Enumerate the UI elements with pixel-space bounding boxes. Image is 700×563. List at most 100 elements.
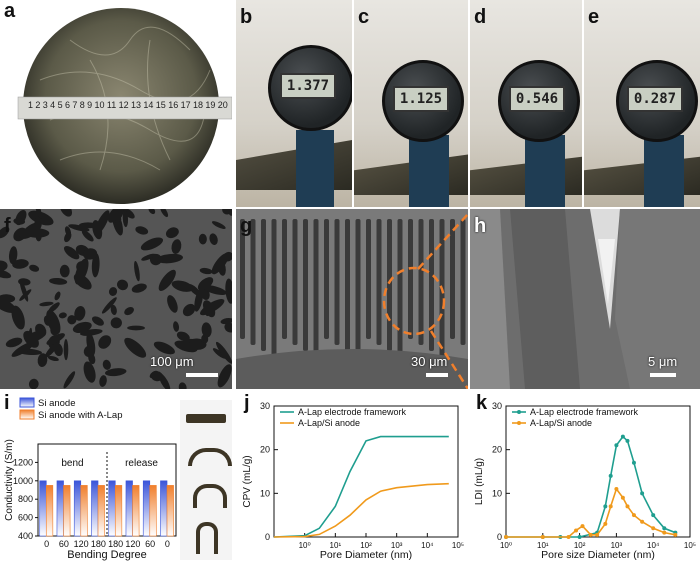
channel <box>324 219 329 339</box>
x-tick-label: 10⁰ <box>500 541 512 550</box>
pore <box>217 364 232 388</box>
pore <box>59 264 70 278</box>
x-tick-label: 60 <box>59 539 69 549</box>
electrode-disc-photo <box>17 8 232 204</box>
electrode-edge <box>236 140 352 190</box>
y-tick-label: 20 <box>260 445 270 455</box>
panel-label-j: j <box>244 392 250 414</box>
y-tick-label: 0 <box>265 532 270 542</box>
series-line <box>273 435 449 538</box>
x-axis-label: Pore Diameter (nm) <box>320 549 412 561</box>
bar <box>39 480 47 537</box>
bar <box>45 485 54 537</box>
sem-image-closeup <box>470 209 700 389</box>
x-tick-label: 10³ <box>611 541 623 550</box>
pore <box>63 371 76 389</box>
pore <box>46 333 65 345</box>
pore <box>82 248 98 260</box>
bending-photos <box>180 400 232 560</box>
ruler-tick: 15 <box>155 100 166 110</box>
pore <box>127 325 145 331</box>
channel <box>334 219 340 345</box>
ruler-tick: 18 <box>192 100 203 110</box>
pore <box>72 321 92 334</box>
panel-f: 100 μm f <box>0 209 232 389</box>
caliper-stand <box>525 135 565 207</box>
bar <box>80 485 88 537</box>
ruler-tick: 2 <box>35 100 41 110</box>
channel <box>376 219 382 345</box>
pore <box>135 226 149 235</box>
x-axis-label: Bending Degree <box>67 549 147 561</box>
x-tick-label: 10⁴ <box>421 541 434 550</box>
x-tick-label: 180 <box>108 539 123 549</box>
pore <box>5 337 23 348</box>
y-tick-label: 1200 <box>13 457 33 467</box>
pore <box>48 302 60 313</box>
x-tick-label: 120 <box>125 539 140 549</box>
pore <box>153 341 175 355</box>
pore <box>202 300 216 318</box>
ruler-tick: 5 <box>57 100 63 110</box>
bar <box>160 480 168 537</box>
pore <box>197 277 214 291</box>
bar <box>73 480 82 537</box>
pore <box>28 378 39 389</box>
bar <box>125 480 133 537</box>
plot-frame <box>37 443 177 537</box>
sem-image-porous <box>0 209 232 389</box>
caliper-stand <box>296 130 334 207</box>
pore <box>165 227 179 239</box>
ruler-ticks: 1 2 3 4 5 6 7 8 9 10 11 12 13 14 15 16 1… <box>28 100 228 116</box>
scale-bar <box>426 373 448 377</box>
bar <box>108 480 116 537</box>
cpv-line-chart: 0 10 20 30 10⁰ 10¹ 10² 10³ 10⁴ 10⁵ A-Lap electrode… <box>242 401 464 561</box>
ruler-tick: 17 <box>180 100 191 110</box>
legend-swatch <box>19 397 35 408</box>
data-point <box>504 535 508 539</box>
panel-j: j 0 10 20 30 10⁰ 10¹ 10² 10³ 10⁴ 10⁵ A-Lap electro… <box>236 392 468 563</box>
pore <box>124 337 147 358</box>
y-tick-label: 20 <box>492 445 502 455</box>
pore <box>108 209 122 223</box>
caliper-stand <box>644 135 684 207</box>
x-tick-label: 10⁴ <box>647 541 660 550</box>
plot-frame <box>505 405 691 538</box>
ruler-tick: 6 <box>64 100 70 110</box>
pore <box>29 264 40 272</box>
pore <box>151 371 163 382</box>
data-point <box>651 526 656 531</box>
data-point <box>620 434 625 439</box>
pore <box>0 260 8 272</box>
pore <box>178 382 187 389</box>
pore <box>134 260 140 282</box>
data-point <box>625 438 630 443</box>
channel <box>366 219 371 339</box>
bend-photo-180 <box>196 522 218 554</box>
legend-marker <box>517 421 521 425</box>
bend-photo-120 <box>193 484 227 508</box>
y-tick-label: 800 <box>18 494 33 504</box>
pore <box>0 226 10 239</box>
data-point <box>580 524 585 529</box>
scale-bar <box>186 373 218 377</box>
pore <box>11 341 35 357</box>
channel <box>282 219 287 339</box>
bar <box>63 485 71 537</box>
pore <box>223 251 232 262</box>
data-point <box>625 504 630 509</box>
pore <box>11 305 25 330</box>
panel-g: 30 μm g <box>236 209 468 389</box>
annotation-bend: bend <box>61 458 83 469</box>
pore <box>49 277 68 285</box>
data-point <box>631 513 636 518</box>
panel-label-k: k <box>476 392 488 414</box>
pore <box>167 295 178 313</box>
pore <box>198 233 207 245</box>
pore <box>105 368 127 377</box>
pore <box>0 294 16 303</box>
pore <box>173 321 180 332</box>
panel-label-c: c <box>358 6 370 28</box>
pore <box>176 331 190 342</box>
